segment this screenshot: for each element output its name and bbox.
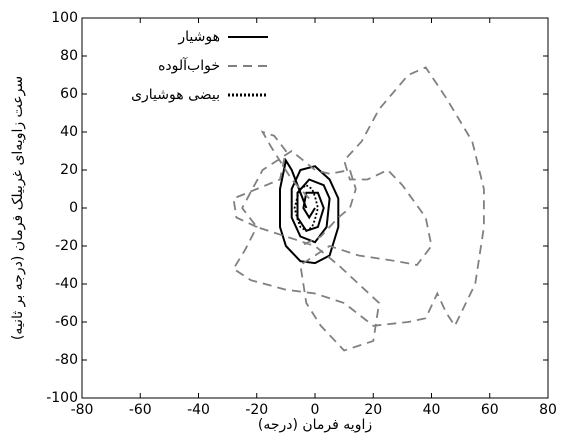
- legend-label: هوشیار: [177, 29, 220, 45]
- x-tick-label: -20: [245, 402, 268, 418]
- y-tick-label: 20: [60, 162, 78, 178]
- y-tick-label: 100: [51, 10, 78, 26]
- x-tick-label: -60: [129, 402, 152, 418]
- x-axis-label: زاویه فرمان (درجه): [258, 417, 372, 433]
- y-tick-label: 60: [60, 86, 78, 102]
- y-tick-label: -40: [55, 276, 78, 292]
- y-tick-label: -80: [55, 352, 78, 368]
- y-tick-label: -60: [55, 314, 78, 330]
- y-tick-label: -20: [55, 238, 78, 254]
- x-tick-label: -40: [187, 402, 210, 418]
- series-line: [232, 66, 485, 352]
- y-tick-label: -100: [46, 390, 78, 406]
- series-line: [279, 157, 340, 265]
- x-tick-label: 0: [311, 402, 320, 418]
- y-axis-label: سرعت زاویه‌ای غربیلک فرمان (درجه بر ثانی…: [10, 76, 26, 340]
- x-tick-label: 40: [423, 402, 441, 418]
- legend-label: خواب‌آلوده: [158, 57, 220, 74]
- x-tick-label: 80: [539, 402, 557, 418]
- x-tick-label: 20: [364, 402, 382, 418]
- legend-label: بیضی هوشیاری: [131, 87, 220, 103]
- series-line: [293, 184, 319, 232]
- y-tick-label: 80: [60, 48, 78, 64]
- y-tick-label: 40: [60, 124, 78, 140]
- x-tick-label: 60: [481, 402, 499, 418]
- x-tick-label: -80: [71, 402, 94, 418]
- y-tick-label: 0: [69, 200, 78, 216]
